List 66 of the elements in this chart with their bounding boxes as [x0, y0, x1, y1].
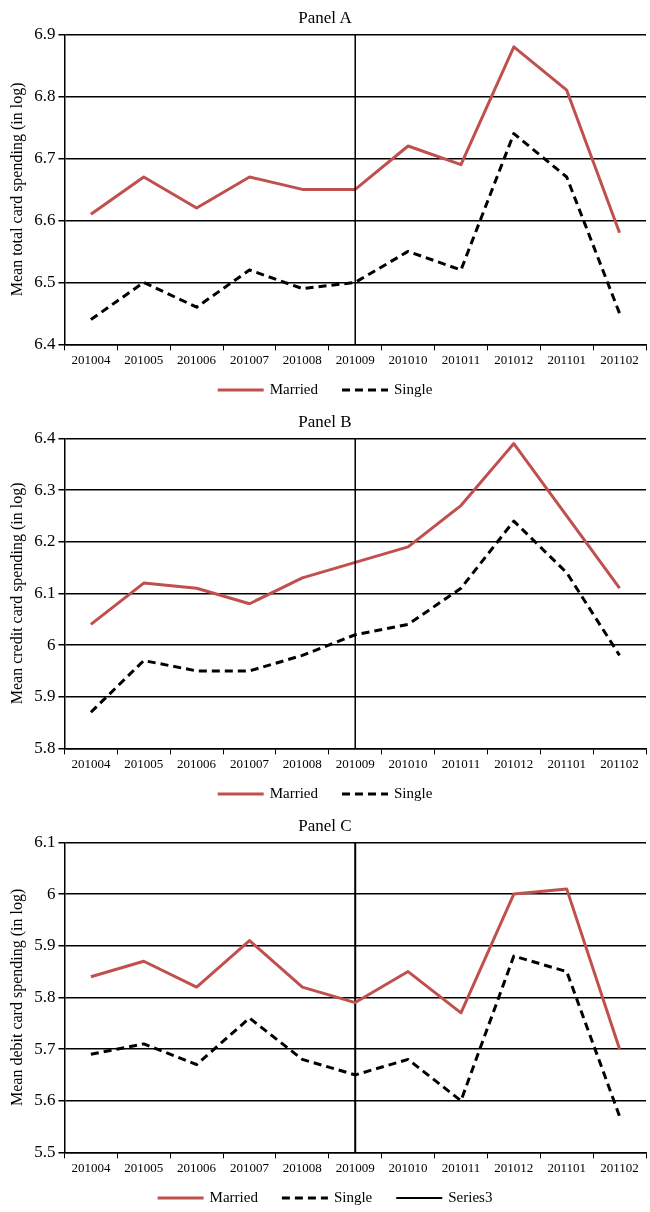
x-tick-label: 201101 [547, 755, 586, 771]
y-tick-label: 6.4 [34, 333, 56, 353]
y-tick-label: 6.1 [34, 831, 56, 851]
x-tick-label: 201008 [282, 1159, 322, 1175]
x-tick-label: 201008 [282, 351, 322, 367]
x-tick-label: 201012 [494, 351, 534, 367]
x-tick-label: 201012 [494, 1159, 534, 1175]
legend-label: Single [333, 1188, 373, 1205]
x-tick-label: 201008 [282, 755, 322, 771]
x-tick-label: 201009 [335, 351, 375, 367]
x-tick-label: 201004 [71, 351, 111, 367]
chart-title: Panel B [298, 411, 352, 431]
y-tick-label: 6.5 [34, 271, 56, 291]
x-tick-label: 201007 [229, 755, 270, 771]
y-tick-label: 5.9 [34, 686, 56, 706]
y-axis-title: Mean credit card spending (in log) [7, 482, 26, 705]
x-tick-label: 201012 [494, 755, 534, 771]
x-tick-label: 201005 [124, 755, 164, 771]
x-tick-label: 201011 [441, 755, 481, 771]
x-tick-label: 201102 [600, 1159, 639, 1175]
legend-label: Married [269, 380, 319, 397]
x-tick-label: 201007 [229, 1159, 270, 1175]
y-tick-label: 6 [46, 883, 56, 903]
x-tick-label: 201007 [229, 351, 270, 367]
x-tick-label: 201011 [441, 1159, 481, 1175]
legend-label: Single [393, 784, 433, 801]
x-tick-label: 201010 [388, 755, 428, 771]
y-tick-label: 6.4 [34, 427, 56, 447]
y-tick-label: 5.7 [34, 1038, 56, 1058]
chart-title: Panel A [298, 7, 353, 27]
y-tick-label: 5.6 [34, 1090, 56, 1110]
y-tick-label: 6.7 [34, 147, 56, 167]
legend-label: Married [209, 1188, 259, 1205]
legend-label: Series3 [448, 1188, 493, 1205]
y-tick-label: 5.8 [34, 986, 56, 1006]
x-tick-label: 201010 [388, 1159, 428, 1175]
x-tick-label: 201006 [177, 351, 217, 367]
y-tick-label: 6.6 [34, 209, 56, 229]
x-tick-label: 201004 [71, 1159, 111, 1175]
y-tick-label: 5.9 [34, 935, 56, 955]
x-tick-label: 201006 [177, 1159, 217, 1175]
x-tick-label: 201010 [388, 351, 428, 367]
x-tick-label: 201102 [600, 351, 639, 367]
x-tick-label: 201004 [71, 755, 111, 771]
x-tick-label: 201101 [547, 1159, 586, 1175]
y-tick-label: 6.8 [34, 85, 56, 105]
x-tick-label: 201005 [124, 351, 164, 367]
y-tick-label: 5.5 [34, 1141, 56, 1161]
y-axis-title: Mean total card spending (in log) [7, 82, 26, 297]
chart-title: Panel C [298, 815, 352, 835]
y-tick-label: 5.8 [34, 737, 56, 757]
legend-label: Single [393, 380, 433, 397]
y-axis-title: Mean debit card spending (in log) [7, 888, 26, 1107]
x-tick-label: 201009 [335, 755, 375, 771]
x-tick-label: 201006 [177, 755, 217, 771]
x-tick-label: 201011 [441, 351, 481, 367]
x-tick-label: 201009 [335, 1159, 375, 1175]
y-tick-label: 6 [46, 634, 56, 654]
y-tick-label: 6.9 [34, 23, 56, 43]
x-tick-label: 201005 [124, 1159, 164, 1175]
y-tick-label: 6.3 [34, 479, 56, 499]
legend-label: Married [269, 784, 319, 801]
y-tick-label: 6.1 [34, 582, 56, 602]
x-tick-label: 201101 [547, 351, 586, 367]
x-tick-label: 201102 [600, 755, 639, 771]
y-tick-label: 6.2 [34, 531, 56, 551]
